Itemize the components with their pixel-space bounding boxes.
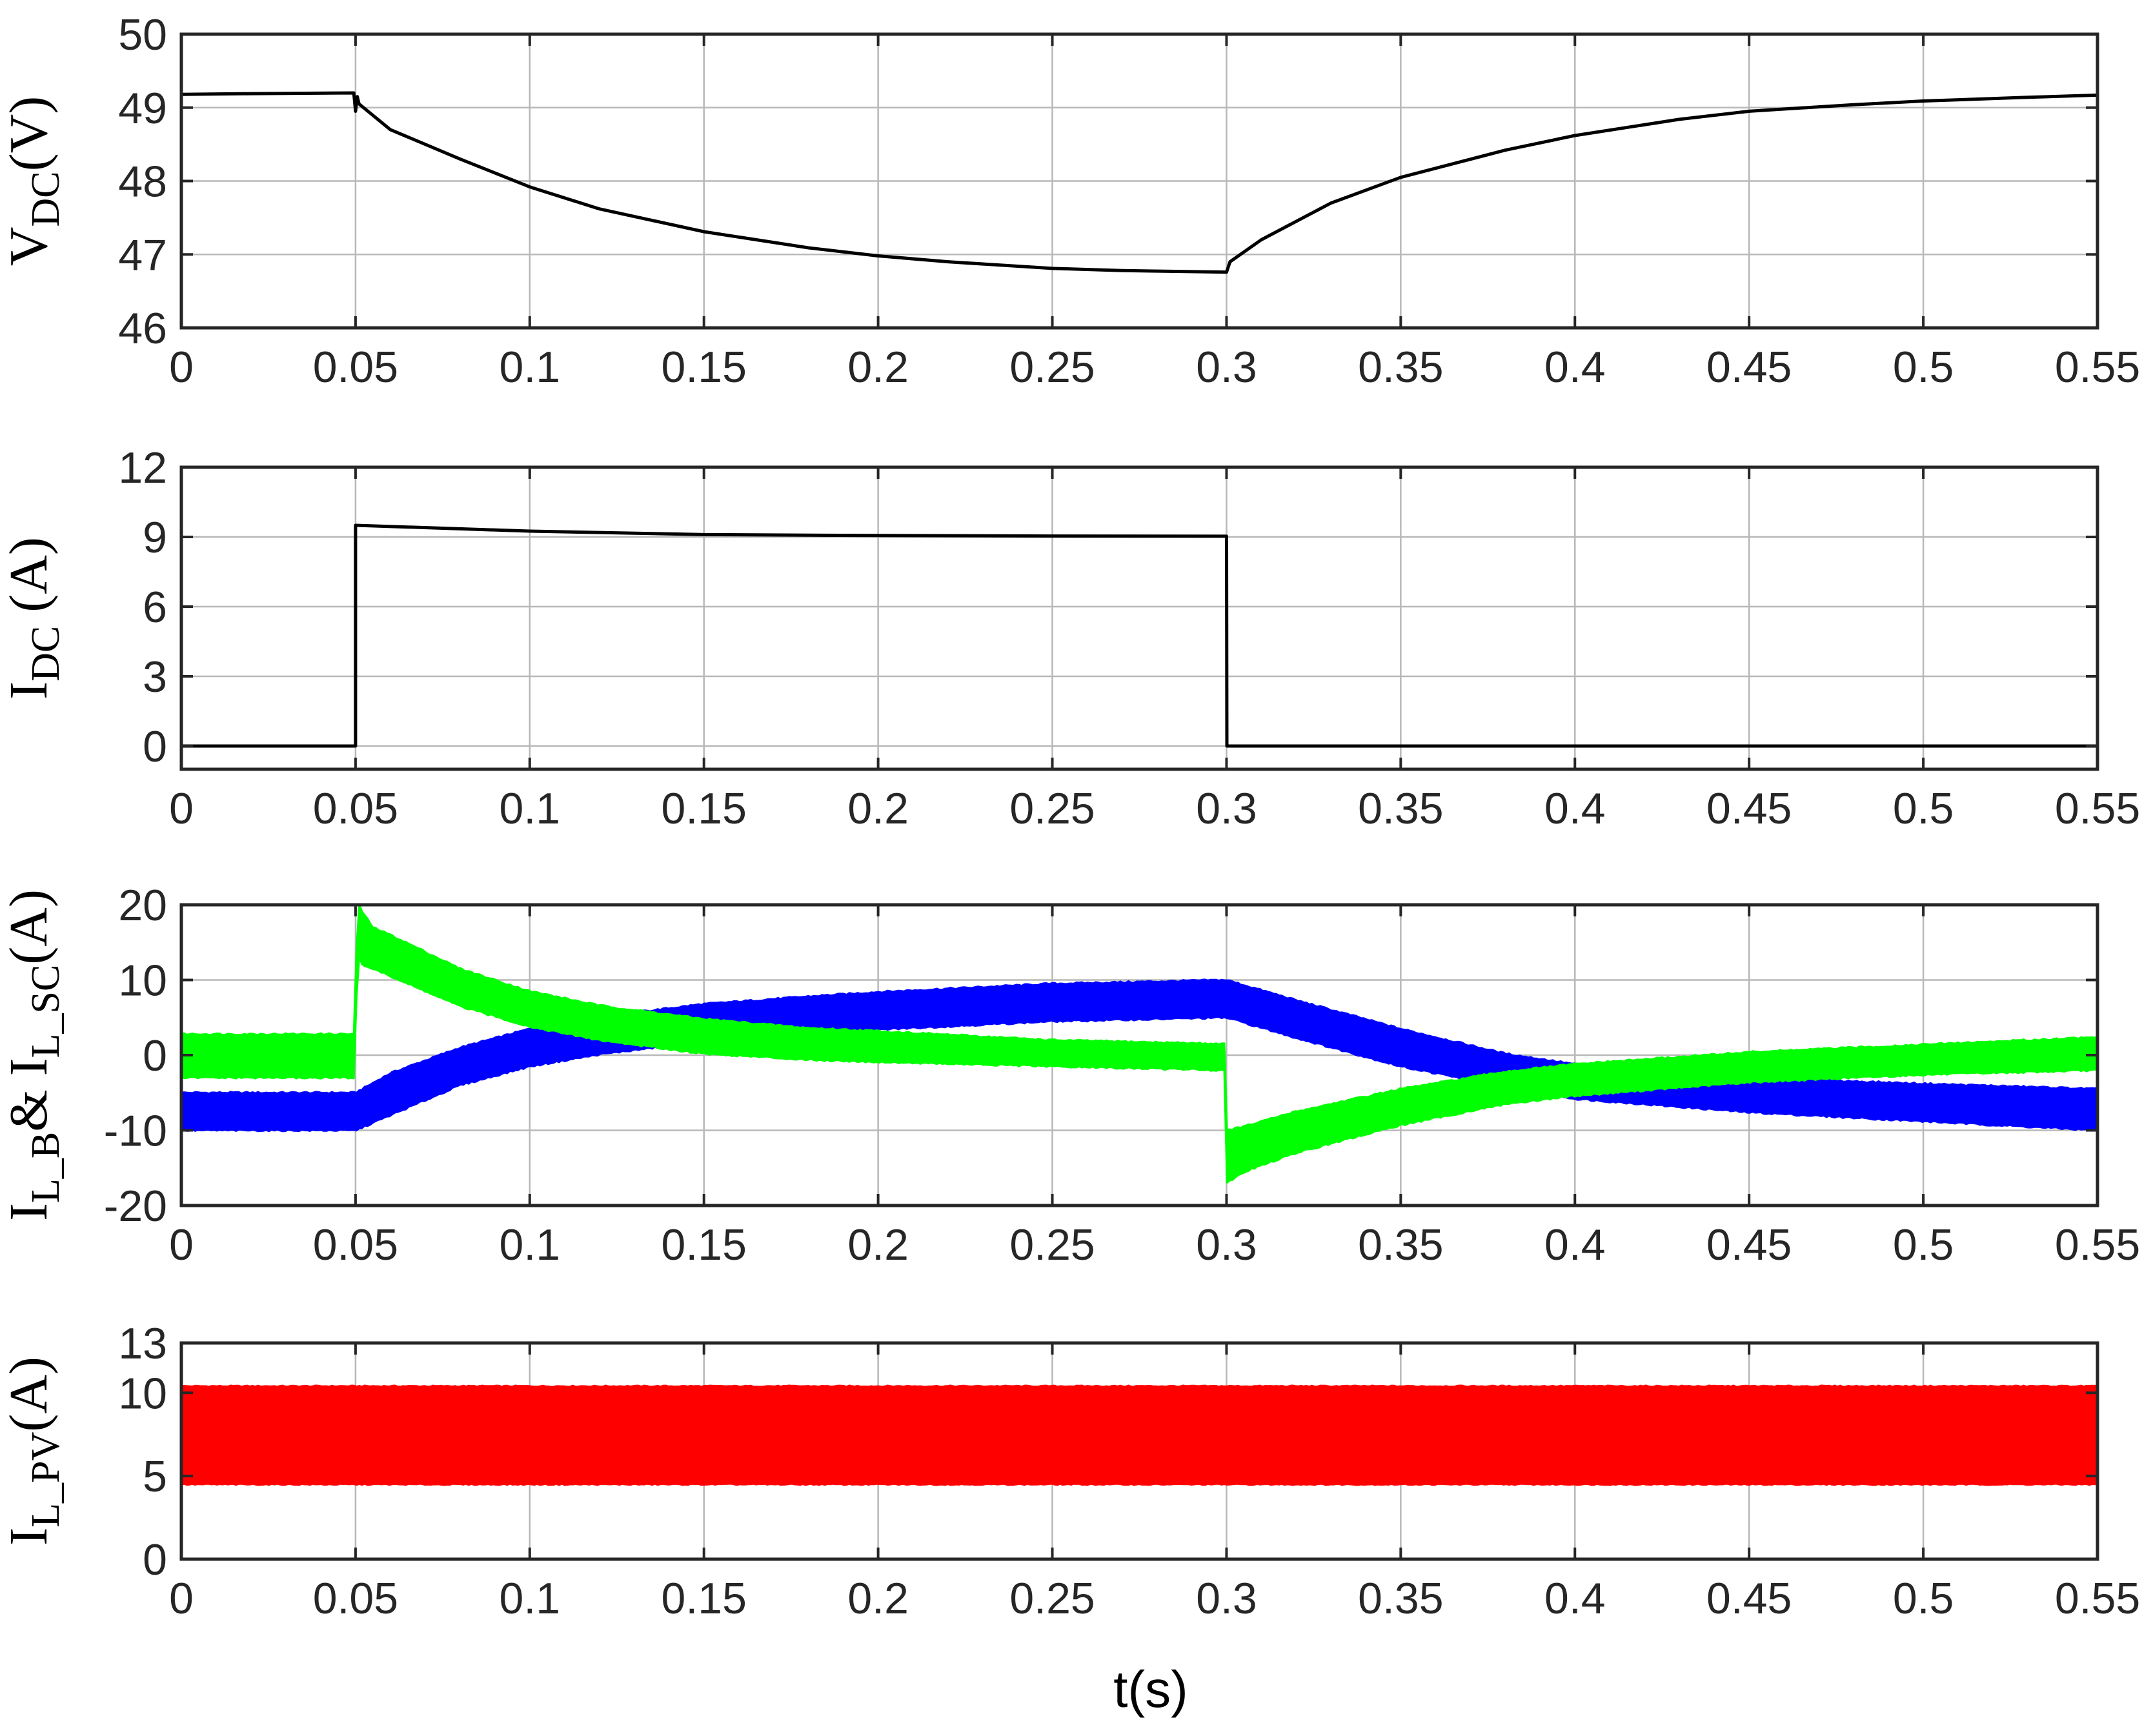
y-axis-label-main: V [0,227,59,267]
y-tick-label: 3 [143,652,167,701]
series-band [181,1384,2097,1486]
x-tick-label: 0.4 [1544,1574,1606,1623]
panel-3: 0 0.05 0.1 0.15 0.2 0.25 0.3 0.35 0.4 0.45 0.5 0.55… [0,881,2140,1269]
x-tick-label: 0.5 [1893,1574,1954,1623]
x-tick-label: 0.45 [1706,343,1792,392]
axes-frame [179,1341,2099,1561]
x-tick-label: 0 [169,1574,194,1623]
x-tick-label: 0 [169,343,194,392]
y-axis-label-sub: L_B [24,1132,68,1203]
x-tick-label: 0.55 [2055,1574,2140,1623]
x-tick-label: 0.55 [2055,1220,2140,1269]
y-tick-label: 48 [118,157,167,207]
series-line [181,91,2097,274]
y-axis-label-main: I [0,1528,59,1546]
panel-4: 0 0.05 0.1 0.15 0.2 0.25 0.3 0.35 0.4 0.45 0.5 0.55… [0,1319,2140,1623]
x-tick-label: 0.5 [1893,1220,1954,1269]
y-axis-label-main: I [0,1203,59,1221]
y-tick-label: 9 [143,513,167,562]
y-tick-label: 50 [118,10,167,59]
y-axis-label-main: I [0,681,59,700]
y-axis-label: IL_PV(A) [0,1357,68,1546]
y-axis-label-tail: (A) [0,889,59,965]
panel-1: 0 0.05 0.1 0.15 0.2 0.25 0.3 0.35 0.4 0.45 0.5 0.55… [0,10,2140,392]
x-tick-label: 0.05 [313,1574,398,1623]
x-tick-label: 0.05 [313,784,398,833]
y-tick-label: 20 [118,881,167,930]
x-tick-label: 0.15 [662,343,747,392]
x-tick-label: 0.2 [847,343,909,392]
y-tick-label: 10 [118,1369,167,1418]
x-tick-label: 0.25 [1009,1220,1095,1269]
x-tick-label: 0.2 [847,1220,909,1269]
x-tick-label: 0.35 [1358,1574,1443,1623]
x-tick-label: 0.1 [500,1574,561,1623]
x-tick-label: 0.15 [662,784,747,833]
x-tick-label: 0.25 [1009,1574,1095,1623]
x-tick-label: 0.4 [1544,1220,1606,1269]
x-axis-label: t(s) [1113,1660,1188,1718]
x-tick-label: 0.4 [1544,784,1606,833]
y-tick-label: 10 [118,956,167,1005]
x-tick-label: 0.5 [1893,784,1954,833]
grid [180,466,2099,769]
y-axis-label: IL_B& IL_SC(A) [0,889,68,1221]
y-tick-label: 0 [143,722,167,771]
y-axis-label-tail: (A) [0,1357,59,1432]
x-tick-label: 0.3 [1196,784,1257,833]
x-tick-label: 0.35 [1358,1220,1443,1269]
y-axis-label-tail: (A) [0,537,59,626]
x-tick-label: 0.15 [662,1220,747,1269]
x-tick-label: 0.55 [2055,343,2140,392]
y-tick-label: 0 [143,1535,167,1584]
x-tick-label: 0.35 [1358,784,1443,833]
x-tick-label: 0.5 [1893,343,1954,392]
axes-frame [179,465,2099,771]
y-axis-label-sub: DC [24,626,68,681]
y-tick-label: -10 [104,1107,167,1156]
panel-2: 0 0.05 0.1 0.15 0.2 0.25 0.3 0.35 0.4 0.45 0.5 0.55… [0,443,2140,833]
x-tick-label: 0.1 [500,343,561,392]
x-tick-label: 0.55 [2055,784,2140,833]
x-tick-label: 0.45 [1706,1220,1792,1269]
x-tick-label: 0.1 [500,1220,561,1269]
x-tick-label: 0.35 [1358,343,1443,392]
series-band [181,905,2097,1184]
y-tick-label: 49 [118,84,167,133]
x-tick-label: 0.15 [662,1574,747,1623]
y-tick-label: 46 [118,304,167,353]
x-tick-label: 0.45 [1706,784,1792,833]
y-tick-label: 12 [118,443,167,492]
x-tick-label: 0.4 [1544,343,1606,392]
x-tick-label: 0.25 [1009,343,1095,392]
y-tick-label: 0 [143,1031,167,1080]
y-tick-label: 13 [118,1319,167,1368]
x-tick-label: 0.3 [1196,1574,1257,1623]
y-tick-label: 5 [143,1452,167,1501]
y-tick-label: 6 [143,583,167,632]
x-tick-label: 0.25 [1009,784,1095,833]
y-axis-label-sub: DC [24,171,68,227]
x-tick-label: 0.3 [1196,1220,1257,1269]
y-axis-label-sub2: L_SC [24,965,68,1058]
series-line [181,523,2097,748]
y-axis-label-mid: & I [0,1058,59,1131]
y-axis-label: IDC (A) [0,537,68,700]
y-axis-label-tail: (V) [0,96,59,172]
x-tick-label: 0.2 [847,1574,909,1623]
y-tick-label: 47 [118,230,167,279]
grid [180,33,2099,329]
y-axis-label: VDC(V) [0,96,68,266]
y-axis-label-sub: L_PV [24,1432,68,1528]
x-tick-label: 0.3 [1196,343,1257,392]
x-tick-label: 0.05 [313,1220,398,1269]
y-tick-label: -20 [104,1182,167,1231]
x-tick-label: 0.1 [500,784,561,833]
x-tick-label: 0.45 [1706,1574,1792,1623]
x-tick-label: 0.2 [847,784,909,833]
x-tick-label: 0 [169,784,194,833]
x-tick-label: 0 [169,1220,194,1269]
x-tick-label: 0.05 [313,343,398,392]
